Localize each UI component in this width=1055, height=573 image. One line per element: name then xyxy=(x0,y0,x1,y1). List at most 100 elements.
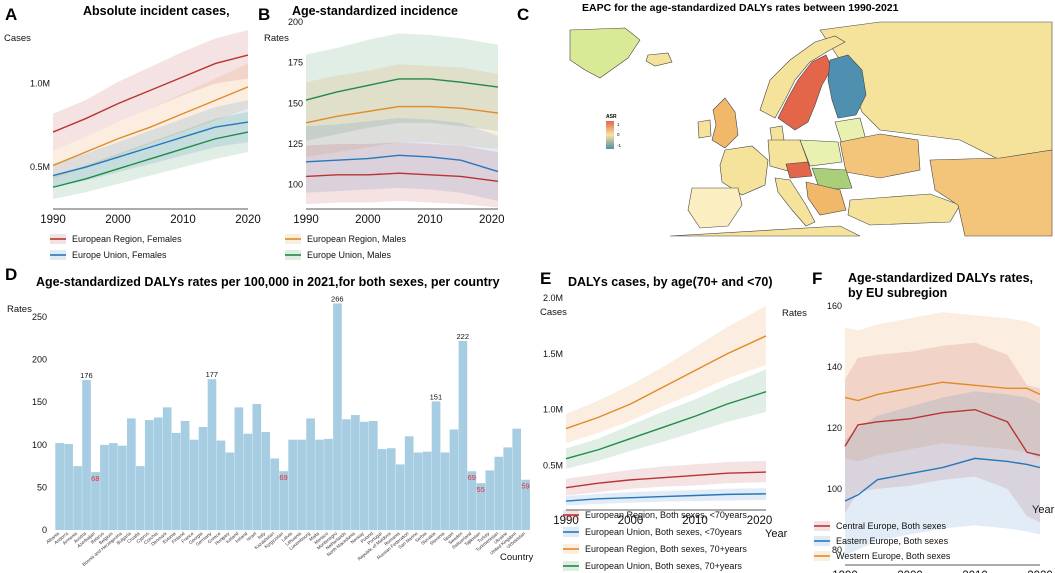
chart-f-dalys-rates-by-subregion: 1990 2000 2010 2020 80 100 120 140 160 Rates Year C… xyxy=(782,301,1055,573)
d-bar-annotation-1: 68 xyxy=(91,474,99,483)
e-xtick-1: 2000 xyxy=(618,515,644,527)
chart-a-absolute-incident-cases: 1990 2000 2010 2020 0.5M 1.0M Cases European Re… xyxy=(4,30,261,260)
a-xtick-1: 2000 xyxy=(105,214,131,226)
d-ytick-1: 50 xyxy=(37,482,47,492)
d-category-label: Israel xyxy=(245,531,257,542)
d-category-label: Spain xyxy=(442,531,455,543)
f-ytick-0: 80 xyxy=(832,545,842,555)
panel-b-title: Age-standardized incidence xyxy=(292,4,458,18)
d-bar-annotation-6: 222 xyxy=(457,332,470,341)
a-band-3 xyxy=(53,111,248,199)
map-uk xyxy=(711,97,739,149)
f-series-line-2 xyxy=(844,457,1041,502)
f-legend-label-1: Eastern Europe, Both sexes xyxy=(836,536,949,546)
e-legend-label-3: European Union, Both sexes, 70+years xyxy=(585,561,742,571)
e-ytick-3: 2.0M xyxy=(543,293,563,303)
e-legend-label-1: European Union, Both sexes, <70years xyxy=(585,527,742,537)
b-series-line-1 xyxy=(305,105,499,124)
map-norway xyxy=(759,35,846,119)
d-bar-annotation-5: 151 xyxy=(430,392,443,401)
b-ytick-3: 175 xyxy=(288,58,303,68)
d-bar xyxy=(73,466,82,530)
d-bar xyxy=(485,470,495,530)
f-series-line-1 xyxy=(844,408,1041,457)
panel-a-title: Absolute incident cases, xyxy=(83,4,230,18)
d-bar xyxy=(91,472,100,530)
a-legend-label-0: European Region, Females xyxy=(72,234,182,244)
b-band-1 xyxy=(306,64,498,157)
f-xlabel: Year xyxy=(1032,504,1055,516)
d-category-label: Malta xyxy=(308,531,320,542)
a-xtick-3: 2020 xyxy=(235,214,261,226)
map-hungary-romania xyxy=(811,167,853,191)
map-poland xyxy=(799,139,843,167)
a-ytick-0: 0.5M xyxy=(30,162,50,172)
d-bar-annotation-7: 69 xyxy=(468,473,476,482)
d-bar xyxy=(135,466,145,530)
e-ytick-0: 0.5M xyxy=(543,460,563,470)
b-ytick-0: 100 xyxy=(288,180,303,190)
b-xtick-2: 2010 xyxy=(417,214,443,226)
d-bar xyxy=(315,439,324,530)
d-bar xyxy=(297,439,306,530)
map-north-africa xyxy=(669,225,861,237)
d-bar xyxy=(216,440,226,530)
d-bar xyxy=(153,417,163,530)
d-ytick-2: 100 xyxy=(32,440,47,450)
panel-d-letter: D xyxy=(5,265,17,284)
d-bar xyxy=(467,471,477,530)
d-bar xyxy=(270,458,280,530)
map-central-asia xyxy=(929,149,1053,237)
f-xtick-3: 2020 xyxy=(1027,570,1053,573)
d-bar xyxy=(189,439,199,530)
map-legend-label-high: 1 xyxy=(617,122,620,127)
d-bar xyxy=(360,421,369,530)
d-bar xyxy=(306,418,315,530)
panel-f-title-line2: by EU subregion xyxy=(848,286,947,300)
e-series-line-1 xyxy=(565,493,767,502)
d-ytick-5: 250 xyxy=(32,312,47,322)
d-bar xyxy=(440,452,450,530)
d-category-label: Italy xyxy=(257,530,267,540)
d-bar-annotation-0: 176 xyxy=(80,371,93,380)
b-ylabel: Rates xyxy=(264,33,289,44)
d-bar-annotation-2: 177 xyxy=(206,370,219,379)
a-xtick-2: 2010 xyxy=(170,214,196,226)
map-legend-title: ASR xyxy=(606,114,617,120)
d-bar xyxy=(126,418,136,530)
b-series-line-0 xyxy=(305,78,499,101)
a-series-line-3 xyxy=(52,131,249,188)
b-ytick-4: 200 xyxy=(288,17,303,27)
map-legend-colorbar xyxy=(606,121,614,149)
b-xtick-1: 2000 xyxy=(355,214,381,226)
d-bar xyxy=(395,464,405,530)
d-bar xyxy=(521,479,530,530)
f-ytick-4: 160 xyxy=(827,301,842,311)
d-bar xyxy=(225,452,235,530)
panel-a-letter: A xyxy=(5,5,17,24)
panel-e-letter: E xyxy=(540,269,551,288)
d-bar xyxy=(342,419,351,530)
e-xtick-3: 2020 xyxy=(747,515,773,527)
d-bar xyxy=(64,443,73,530)
f-band-1 xyxy=(845,342,1040,523)
f-ytick-1: 100 xyxy=(827,484,842,494)
d-bar xyxy=(180,420,190,530)
map-legend-label-low: -1 xyxy=(617,143,621,148)
e-series-line-3 xyxy=(565,391,767,460)
d-bar xyxy=(82,380,91,530)
map-iberia xyxy=(687,187,743,229)
d-bar xyxy=(377,449,387,530)
panel-f-title: Age-standardized DALYs rates, xyxy=(848,271,1033,285)
f-xtick-0: 1990 xyxy=(832,570,858,573)
e-band-2 xyxy=(566,305,766,444)
map-greenland xyxy=(569,27,641,79)
d-bar xyxy=(351,415,360,530)
d-bar xyxy=(333,303,342,530)
d-bar xyxy=(198,426,208,530)
b-xtick-0: 1990 xyxy=(293,214,319,226)
b-series-line-2 xyxy=(305,154,499,173)
a-series-line-1 xyxy=(52,86,249,167)
d-bar xyxy=(503,447,513,530)
